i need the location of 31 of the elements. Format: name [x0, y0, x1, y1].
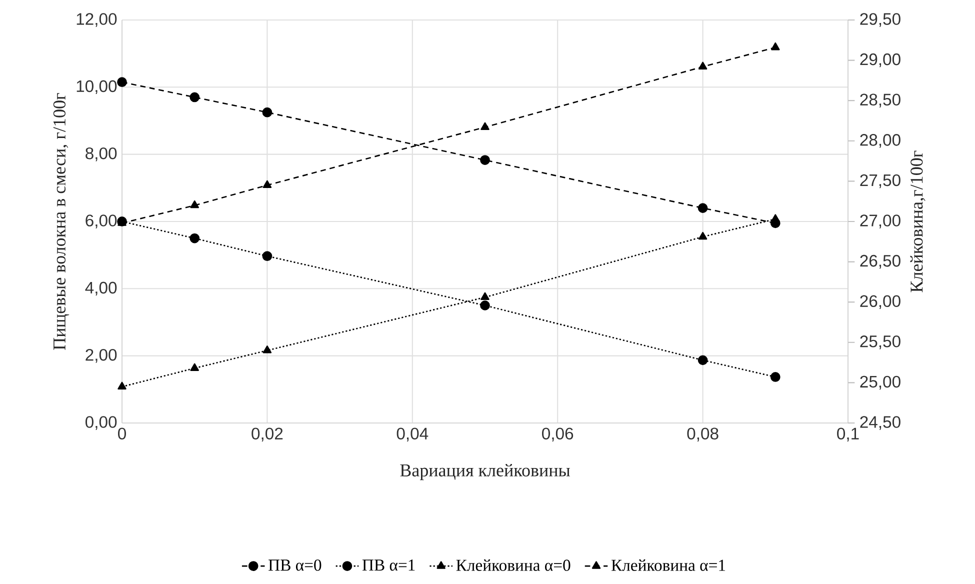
y-tick-label: 4,00 [85, 282, 117, 296]
y2-tick-label: 24,50 [860, 416, 900, 430]
y2-tick-label: 27,50 [860, 174, 900, 188]
y-tick-label: 10,00 [76, 80, 117, 94]
x-tick-label: 0,04 [396, 428, 428, 442]
y-tick-label: 6,00 [86, 214, 117, 228]
y2-tick-label: 25,00 [860, 376, 900, 390]
legend-label: ПВ α=0 [268, 560, 322, 571]
x-tick-label: 0,06 [542, 428, 574, 442]
y2-tick-label: 26,00 [860, 295, 900, 309]
legend-label: Клейковина α=0 [456, 559, 570, 571]
y-tick-label: 0,00 [86, 416, 117, 430]
legend-label: Клейковина α=1 [611, 559, 726, 571]
y2-tick-label: 25,50 [860, 336, 900, 350]
y-tick-label: 2,00 [86, 348, 117, 363]
x-tick-label: 0,02 [252, 428, 283, 442]
x-tick-label: 0,1 [837, 428, 859, 442]
x-tick-label: 0 [118, 428, 126, 440]
y-tick-label: 12,00 [76, 13, 117, 27]
x-tick-label: 0,08 [687, 428, 718, 442]
y2-tick-label: 27,00 [860, 214, 900, 228]
y-tick-label: 8,00 [86, 147, 117, 162]
y2-axis-title: Клейковина,г/100г [910, 150, 926, 292]
y2-tick-label: 29,50 [860, 13, 900, 27]
y-axis-title: Пищевые волокна в смеси, г/100г [53, 93, 70, 350]
legend-label: ПВ α=1 [362, 560, 415, 571]
y2-tick-label: 28,00 [860, 134, 900, 148]
y2-tick-label: 28,50 [860, 94, 900, 108]
x-axis-title: Вариация клейковины [400, 464, 570, 480]
y2-tick-label: 26,50 [860, 254, 900, 269]
y2-tick-label: 29,00 [860, 53, 900, 68]
